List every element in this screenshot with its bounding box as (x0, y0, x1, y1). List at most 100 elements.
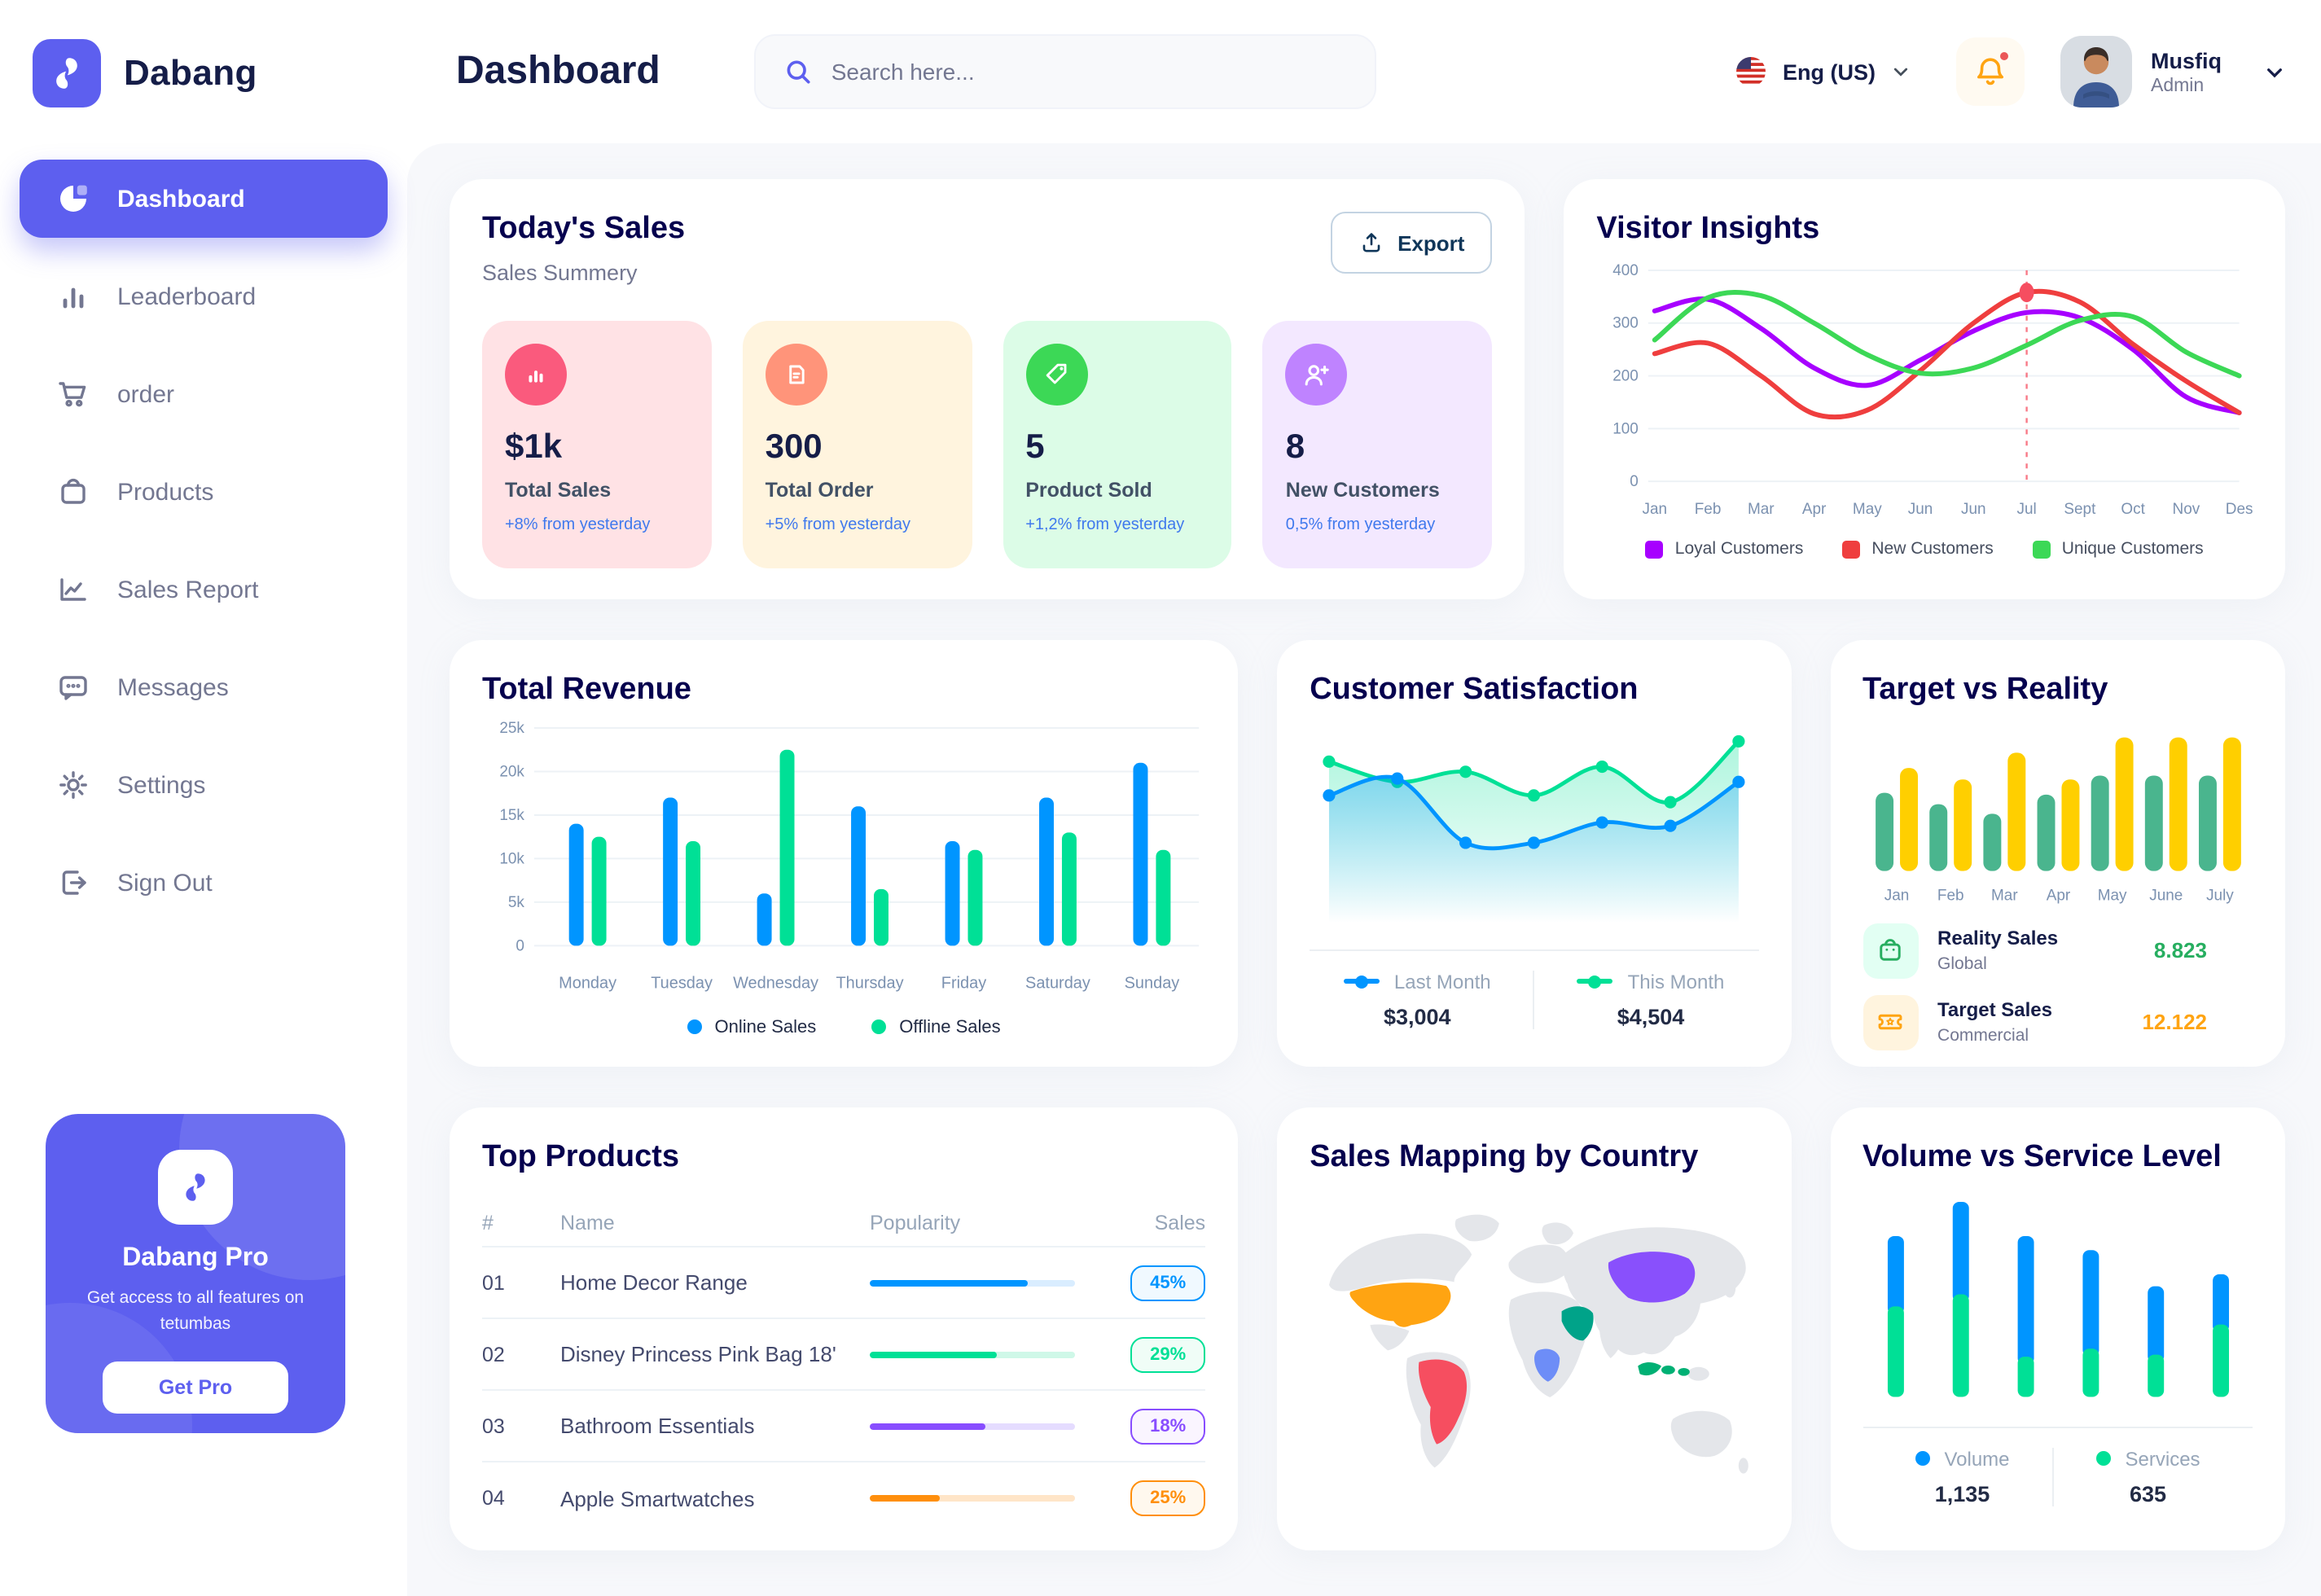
svg-text:Jul: Jul (2017, 501, 2037, 518)
product-name: Bathroom Essentials (560, 1414, 755, 1438)
stat-label: New Customers (1285, 479, 1440, 502)
stat-value: 5 (1025, 428, 1045, 466)
visitor-insights-legend: Loyal Customers New Customers Unique Custo… (1596, 540, 2253, 559)
legend-value: 8.823 (2153, 938, 2207, 963)
pro-card: Dabang Pro Get access to all features on… (46, 1114, 345, 1433)
sales-badge: 25% (1130, 1480, 1206, 1516)
volume-service-title: Volume vs Service Level (1863, 1140, 2222, 1174)
sidebar-item-sign-out[interactable]: Sign Out (20, 844, 388, 922)
stat-delta: 0,5% from yesterday (1285, 516, 1436, 534)
user-name: Musfiq (2151, 48, 2222, 72)
sidebar-item-label: Sign Out (117, 869, 213, 897)
legend-item-volume: Volume 1,135 (1915, 1447, 2010, 1506)
notifications-button[interactable] (1955, 37, 2024, 106)
product-rank: 01 (482, 1271, 505, 1294)
legend-label: Reality Sales (1937, 927, 2059, 950)
svg-text:Feb: Feb (1695, 501, 1722, 518)
product-name: Disney Princess Pink Bag 18' (560, 1342, 836, 1366)
top-products-card: Top Products # Name Popularity Sales 01 … (450, 1107, 1239, 1550)
total-revenue-chart: 0 5k 10k 15k 20k 25k Monday Tuesday Wednesday Thu… (482, 715, 1205, 1004)
product-row: 03 Bathroom Essentials 18% (482, 1391, 1206, 1462)
legend-value: $4,504 (1617, 1004, 1685, 1029)
svg-text:Feb: Feb (1937, 888, 1963, 905)
cart-icon (55, 376, 91, 412)
svg-text:5k: 5k (508, 894, 525, 911)
legend-value: $3,004 (1383, 1004, 1451, 1029)
sidebar-item-messages[interactable]: Messages (20, 648, 388, 726)
legend-value: 1,135 (1934, 1481, 1990, 1506)
sidebar-item-label: Sales Report (117, 576, 259, 603)
svg-text:Jan: Jan (1643, 501, 1668, 518)
svg-text:Friday: Friday (941, 974, 986, 992)
language-selector[interactable]: Eng (US) (1732, 54, 1910, 90)
us-flag-icon (1732, 54, 1768, 90)
stat-card-total-order: 300 Total Order +5% from yesterday (742, 321, 972, 568)
volume-service-legend: Volume 1,135 Services 635 (1863, 1426, 2253, 1506)
sales-badge: 29% (1130, 1336, 1206, 1372)
sidebar-nav: Dashboard Leaderboard order Products Sal… (0, 160, 407, 922)
legend-sublabel: Commercial (1937, 1026, 2029, 1046)
stat-value: $1k (505, 428, 563, 466)
total-revenue-legend: Online Sales Offline Sales (482, 1017, 1205, 1037)
gear-icon (55, 767, 91, 803)
stat-label: Total Order (765, 479, 874, 502)
sidebar-item-products[interactable]: Products (20, 453, 388, 531)
legend-item: New Customers (1842, 540, 1994, 559)
svg-text:Oct: Oct (2121, 501, 2146, 518)
product-rank: 04 (482, 1487, 505, 1510)
legend-value: 12.122 (2142, 1010, 2207, 1035)
svg-text:100: 100 (1613, 420, 1639, 437)
chart-bars-icon (505, 344, 567, 406)
user-role: Admin (2151, 76, 2205, 95)
svg-text:Apr: Apr (2046, 888, 2069, 905)
legend-item: Online Sales (687, 1017, 816, 1037)
legend-item-services: Services 635 (2095, 1447, 2200, 1506)
stat-delta: +8% from yesterday (505, 516, 651, 534)
legend-label: Target Sales (1937, 998, 2052, 1022)
svg-text:June: June (2148, 888, 2182, 905)
bag-small-icon (1863, 923, 1919, 979)
top-products-table: # Name Popularity Sales 01 Home Decor Ra… (482, 1199, 1206, 1534)
sidebar-item-label: Leaderboard (117, 283, 257, 310)
popularity-bar (870, 1351, 1076, 1357)
brand-name: Dabang (124, 51, 257, 92)
sidebar-item-label: Messages (117, 673, 229, 701)
user-menu[interactable]: Musfiq Admin (2060, 36, 2285, 107)
svg-text:July: July (2205, 888, 2233, 905)
brand: Dabang (0, 0, 407, 117)
search-bar (754, 34, 1377, 109)
ticket-icon (1863, 994, 1919, 1050)
search-input[interactable] (831, 59, 1349, 85)
export-button[interactable]: Export (1331, 212, 1493, 274)
pro-title: Dabang Pro (122, 1244, 269, 1272)
sidebar-item-order[interactable]: order (20, 355, 388, 433)
stat-value: 300 (765, 428, 823, 466)
svg-text:10k: 10k (499, 850, 524, 867)
sidebar-item-label: Dashboard (117, 185, 245, 213)
sidebar-item-settings[interactable]: Settings (20, 746, 388, 824)
svg-text:Nov: Nov (2173, 501, 2200, 518)
total-revenue-title: Total Revenue (482, 673, 691, 707)
legend-swatch (687, 1019, 702, 1035)
sidebar-item-sales-report[interactable]: Sales Report (20, 550, 388, 629)
receipt-icon (765, 344, 827, 406)
svg-text:Mar: Mar (1748, 501, 1775, 518)
total-revenue-card: Total Revenue 0 5k 10k 15k 20k 25k Monday Tuesd… (450, 640, 1239, 1067)
popularity-bar (870, 1495, 1076, 1502)
country-indonesia (1638, 1362, 1690, 1376)
popularity-bar (870, 1423, 1076, 1429)
product-rank: 03 (482, 1414, 505, 1437)
popularity-bar (870, 1279, 1076, 1286)
chat-icon (55, 669, 91, 705)
sidebar-item-leaderboard[interactable]: Leaderboard (20, 257, 388, 335)
legend-value: 635 (2130, 1481, 2167, 1506)
country-congo (1534, 1348, 1560, 1382)
stat-delta: +1,2% from yesterday (1025, 516, 1185, 534)
get-pro-button[interactable]: Get Pro (103, 1361, 288, 1413)
sidebar-item-dashboard[interactable]: Dashboard (20, 160, 388, 238)
sidebar-item-label: order (117, 380, 175, 408)
svg-text:May: May (2097, 888, 2126, 905)
line-chart-icon (55, 572, 91, 607)
total-revenue-svg: 0 5k 10k 15k 20k 25k Monday Tuesday Wednesday Thu… (499, 720, 1200, 992)
svg-text:Saturday: Saturday (1025, 974, 1090, 992)
